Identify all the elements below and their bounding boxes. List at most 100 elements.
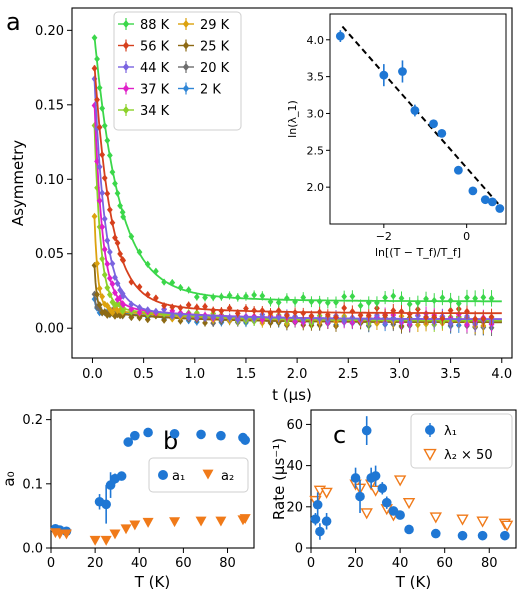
panel-a-ytick-label: 0.00: [35, 322, 64, 337]
inset-ytick-label: 2.0: [307, 181, 325, 194]
inset-point: [410, 106, 420, 115]
panel-b-point: [240, 435, 250, 445]
panel-a-ytick-label: 0.15: [35, 98, 64, 113]
panel-a-point: [96, 301, 103, 309]
panel-a-point: [185, 313, 192, 322]
panel-a-point: [99, 255, 106, 263]
panel-a-axes: [71, 7, 513, 359]
panel-a-xlabel: t (μs): [272, 386, 312, 404]
panel-a-point: [193, 314, 200, 322]
inset-point: [398, 67, 407, 76]
panel-a-point: [117, 250, 123, 258]
panel-a-point: [144, 291, 151, 299]
legend-entry: 2 K: [200, 83, 221, 98]
panel-a-point: [202, 319, 208, 327]
panel-a-point: [96, 163, 103, 171]
inset-point: [429, 119, 438, 129]
panel-a-point: [357, 311, 364, 319]
panel-c-ytick-label: 60: [286, 418, 303, 433]
legend-marker: [423, 448, 437, 461]
panel-a-point: [109, 260, 116, 268]
inset-point: [453, 165, 463, 175]
inset-ytick-label: 3.0: [307, 107, 325, 120]
panel-a-point: [109, 280, 116, 288]
panel-a-point: [275, 313, 282, 322]
panel-a-point: [316, 308, 323, 316]
panel-c-xtick-label: 0: [307, 556, 315, 571]
panel-a-point: [99, 293, 106, 301]
panel-b-xtick-label: 60: [175, 556, 192, 571]
panel-a-point: [267, 309, 274, 317]
panel-a-point: [120, 301, 127, 309]
panel-a-point: [480, 293, 487, 301]
panel-a-point: [488, 294, 495, 302]
panel-a-point: [243, 304, 249, 313]
panel-a-point: [439, 314, 446, 323]
panel-a-point: [292, 298, 298, 306]
panel-a-point: [114, 189, 121, 197]
panel-c-point: [361, 425, 372, 436]
panel-c-legend: λ₁ λ₂ × 50: [410, 413, 513, 469]
panel-a-legend-box: [113, 11, 242, 131]
panel-a-point: [101, 300, 108, 308]
legend-marker: [122, 106, 130, 114]
panel-a-point: [117, 202, 123, 210]
panel-a-point: [243, 313, 249, 322]
panel-c-ytick-label: 0: [295, 542, 303, 557]
panel-a-point: [374, 311, 380, 319]
panel-b-point: [142, 517, 154, 528]
panel-a-point: [308, 298, 315, 306]
panel-a-point: [101, 215, 108, 223]
panel-a-point: [120, 256, 127, 265]
panel-c-point: [370, 471, 381, 481]
panel-b-point: [116, 471, 127, 481]
panel-a-point: [292, 308, 298, 317]
panel-a-point: [119, 208, 126, 216]
panel-a-point: [94, 291, 100, 299]
legend-entry: 34 K: [140, 104, 170, 119]
panel-a-point: [259, 292, 266, 300]
panel-a-point: [243, 292, 249, 300]
legend-marker: [182, 20, 190, 28]
panel-a-point: [316, 297, 323, 305]
panel-a-point: [423, 295, 429, 303]
panel-a-point: [101, 271, 108, 279]
panel-a-point: [177, 304, 184, 312]
panel-a-point: [99, 189, 106, 197]
legend-marker: [122, 63, 130, 71]
panel-a-point: [99, 223, 106, 231]
legend-marker: [182, 41, 190, 50]
panel-a-point: [169, 303, 176, 311]
panel-a-point: [472, 315, 479, 323]
panel-c-point: [476, 516, 489, 528]
inset-xtick-label: 0: [463, 230, 470, 243]
panel-a-point: [316, 314, 323, 323]
panel-a-point: [382, 293, 388, 302]
panel-a-point: [109, 309, 116, 317]
panel-a-point: [365, 299, 372, 307]
panel-a-point: [406, 310, 413, 318]
panel-a-xtick-label: 0.5: [133, 367, 154, 382]
panel-c-point: [377, 483, 388, 494]
panel-a-xtick-label: 0.0: [82, 367, 103, 382]
panel-a-point: [136, 283, 143, 291]
panel-a-point: [91, 34, 98, 42]
panel-a-point: [210, 293, 217, 301]
panel-a-point: [144, 260, 151, 268]
panel-a-point: [101, 245, 108, 254]
panel-c-xtick-label: 60: [436, 556, 453, 571]
panel-a-point: [472, 294, 479, 302]
panel-a-point: [104, 284, 111, 292]
panel-b-xtick-label: 80: [219, 556, 236, 571]
panel-a-xtick-label: 1.5: [236, 367, 257, 382]
inset-point: [495, 204, 505, 213]
panel-a-point: [169, 312, 176, 320]
panel-b-point: [109, 529, 121, 540]
panel-a-point: [114, 311, 121, 319]
panel-a-legend: 88 K 56 K 44 K 37 K 34 K 29 K 25 K 20 K 2 K: [113, 11, 242, 131]
panel-a-point: [390, 307, 397, 315]
panel-a-point: [267, 298, 274, 306]
panel-a-point: [106, 206, 113, 214]
